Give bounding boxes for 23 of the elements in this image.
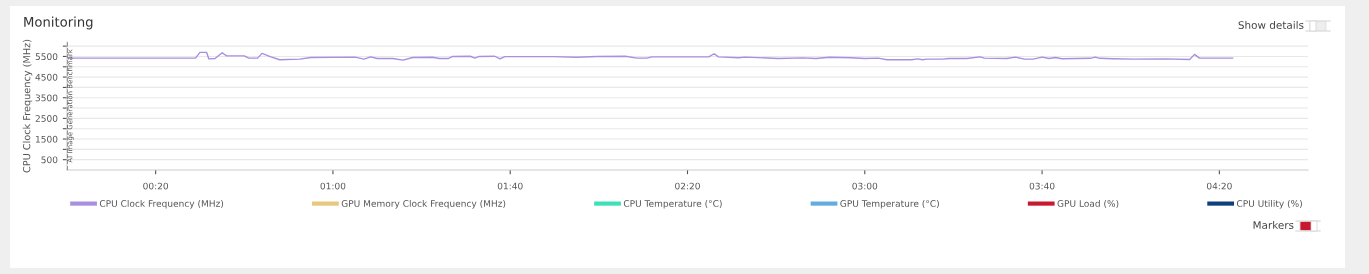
y-tick-label: 2500 bbox=[35, 115, 58, 122]
x-tick-label: 02:20 bbox=[675, 182, 700, 190]
text: Markers bbox=[1253, 220, 1294, 230]
x-tick-label: 03:00 bbox=[852, 182, 878, 190]
y-tick-label: 5500 bbox=[35, 53, 58, 61]
legend-label: CPU Clock Frequency (MHz) bbox=[99, 199, 224, 209]
legend-label: CPU Temperature (°C) bbox=[623, 199, 722, 209]
y-tick-label: 4500 bbox=[35, 73, 58, 81]
x-tick-label: 00:20 bbox=[143, 182, 169, 190]
y-tick-label: 3500 bbox=[35, 94, 58, 102]
y-tick-label: 500 bbox=[41, 156, 58, 164]
x-tick-label: 01:40 bbox=[497, 182, 523, 190]
text: Show details bbox=[1238, 20, 1304, 30]
x-tick-label: 03:40 bbox=[1029, 182, 1055, 190]
legend-label: GPU Temperature (°C) bbox=[840, 199, 939, 209]
chart-title: Monitoring bbox=[24, 16, 93, 30]
legend-label: CPU Utility (%) bbox=[1236, 199, 1302, 209]
x-tick-label: 04:20 bbox=[1206, 182, 1232, 190]
x-tick-label: 01:00 bbox=[320, 182, 346, 190]
y-axis-title: CPU Clock Frequency (MHz) bbox=[22, 39, 33, 173]
legend-label: GPU Memory Clock Frequency (MHz) bbox=[341, 199, 506, 209]
y-tick-label: 1500 bbox=[35, 135, 58, 143]
legend-label: GPU Load (%) bbox=[1057, 199, 1119, 208]
